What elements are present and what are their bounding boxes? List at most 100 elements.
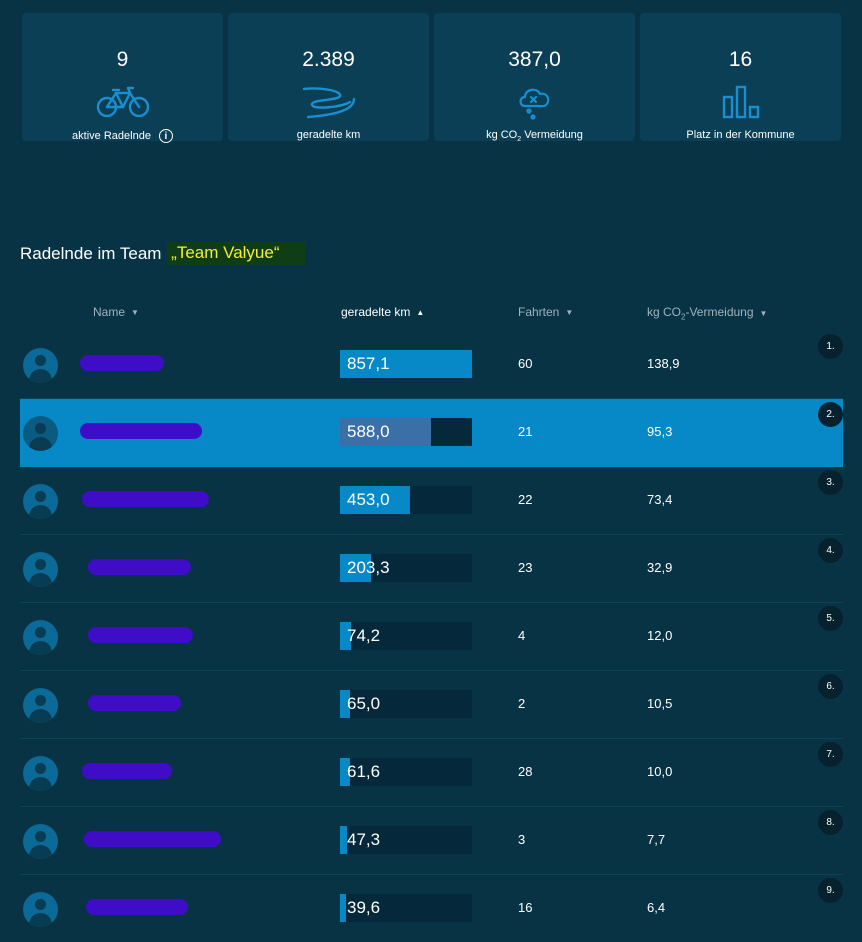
table-row[interactable]: 61,6 28 10,0 7. [20, 739, 843, 807]
km-bar: 61,6 [340, 758, 472, 786]
stat-label: geradelte km [296, 129, 361, 141]
co2-value: 73,4 [647, 492, 673, 507]
table-row[interactable]: 453,0 22 73,4 3. [20, 467, 843, 535]
trips-value: 60 [518, 356, 533, 371]
km-fill [340, 622, 352, 650]
column-header-label: Name [93, 305, 126, 319]
km-bar: 203,3 [340, 554, 472, 582]
column-header-name[interactable]: Name ▼ [93, 305, 139, 319]
column-header-label: geradelte km [341, 305, 411, 319]
info-icon[interactable]: i [158, 129, 173, 143]
column-header-label: Fahrten [518, 305, 560, 319]
redacted-name [88, 627, 193, 643]
redacted-name [88, 559, 191, 575]
rank-badge: 2. [818, 402, 843, 427]
co2-value: 95,3 [647, 424, 673, 439]
trips-value: 3 [518, 832, 526, 847]
column-header-co2[interactable]: kg CO2-Vermeidung ▼ [647, 305, 767, 321]
km-fill [340, 826, 348, 854]
km-value: 857,1 [347, 354, 390, 373]
km-value: 453,0 [347, 490, 390, 509]
km-value: 74,2 [347, 626, 381, 645]
km-fill [340, 758, 350, 786]
avatar [23, 892, 58, 927]
trips-value: 2 [518, 696, 526, 711]
km-value: 47,3 [347, 830, 381, 849]
cloud-icon [505, 83, 565, 121]
road-icon [299, 83, 359, 121]
km-bar: 39,6 [340, 894, 472, 922]
table-row[interactable]: 74,2 4 12,0 5. [20, 603, 843, 671]
co2-value: 138,9 [647, 356, 680, 371]
bicycle-icon [93, 83, 153, 121]
rank-badge: 8. [818, 810, 843, 835]
redacted-name [84, 831, 221, 847]
rank-badge: 4. [818, 538, 843, 563]
sort-down-icon: ▼ [565, 307, 574, 317]
km-fill [340, 486, 410, 514]
redacted-name [82, 491, 209, 507]
table-row[interactable]: 857,1 60 138,9 1. [20, 331, 843, 399]
redacted-name [80, 423, 202, 439]
redacted-name [86, 899, 188, 915]
avatar [23, 416, 58, 451]
avatar [23, 348, 58, 383]
km-value: 61,6 [347, 762, 381, 781]
rank-badge: 1. [818, 334, 843, 359]
trips-value: 16 [518, 900, 533, 915]
km-bar: 74,2 [340, 622, 472, 650]
column-header-km[interactable]: geradelte km ▲ [341, 305, 424, 319]
rank-badge: 3. [818, 470, 843, 495]
avatar [23, 688, 58, 723]
stat-label-text: aktive Radelnde [72, 130, 151, 142]
sort-down-icon: ▼ [131, 307, 139, 317]
rank-badge: 7. [818, 742, 843, 767]
co2-value: 10,5 [647, 696, 673, 711]
table-row[interactable]: 65,0 2 10,5 6. [20, 671, 843, 739]
redacted-name [82, 763, 172, 779]
stat-label-pre: kg CO [486, 129, 518, 141]
avatar [23, 824, 58, 859]
km-fill [340, 894, 347, 922]
rank-badge: 5. [818, 606, 843, 631]
avatar [23, 552, 58, 587]
column-header-trips[interactable]: Fahrten ▼ [518, 305, 573, 319]
stat-card-km: 2.389 geradelte km [228, 13, 429, 141]
team-name: „Team Valyue“ [167, 242, 305, 265]
stat-label-post: Vermeidung [521, 129, 583, 141]
table-row[interactable]: 39,6 16 6,4 9. [20, 875, 843, 942]
stat-card-co2: 387,0 kg CO2 Vermeidung [434, 13, 635, 143]
avatar [23, 620, 58, 655]
avatar [23, 756, 58, 791]
table-row[interactable]: 588,0 21 95,3 2. [20, 399, 843, 467]
stats-overview: 9 aktive Radelnde i 2.389 geradelt [22, 13, 841, 143]
co2-value: 10,0 [647, 764, 673, 779]
stat-value: 9 [116, 48, 129, 71]
stat-label: aktive Radelnde i [22, 129, 223, 143]
stat-value: 2.389 [302, 48, 355, 71]
table-row[interactable]: 47,3 3 7,7 8. [20, 807, 843, 875]
co2-value: 32,9 [647, 560, 673, 575]
km-value: 39,6 [347, 898, 381, 917]
km-value: 203,3 [347, 558, 390, 577]
column-header-label-post: -Vermeidung [685, 305, 754, 319]
bar-chart-icon [711, 83, 771, 121]
stat-label: kg CO2 Vermeidung [434, 129, 635, 143]
km-bar: 588,0 [340, 418, 472, 446]
sort-down-icon: ▼ [759, 308, 768, 318]
km-bar: 65,0 [340, 690, 472, 718]
km-value: 588,0 [347, 422, 390, 441]
stat-card-active-riders: 9 aktive Radelnde i [22, 13, 223, 143]
trips-value: 4 [518, 628, 526, 643]
stat-label: Platz in der Kommune [686, 129, 795, 141]
co2-value: 7,7 [647, 832, 666, 847]
rank-badge: 9. [818, 878, 843, 903]
km-value: 65,0 [347, 694, 381, 713]
km-fill [340, 690, 351, 718]
trips-value: 21 [518, 424, 533, 439]
table-row[interactable]: 203,3 23 32,9 4. [20, 535, 843, 603]
stat-value: 387,0 [508, 48, 561, 71]
trips-value: 22 [518, 492, 533, 507]
km-fill [340, 554, 372, 582]
stat-value: 16 [728, 48, 753, 71]
